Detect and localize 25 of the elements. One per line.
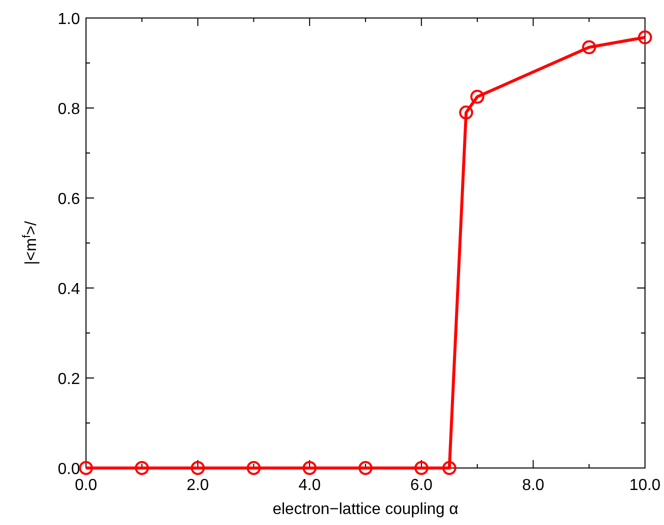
y-tick-label: 0.0 — [58, 461, 80, 478]
x-tick-label: 0.0 — [74, 477, 98, 494]
y-tick-label: 0.6 — [58, 191, 80, 208]
point — [414, 461, 428, 475]
x-tick-label: 6.0 — [410, 477, 433, 494]
x-axis-title: electron−lattice coupling α — [272, 501, 458, 518]
point — [582, 40, 596, 54]
x-tick-label: 10.0 — [629, 477, 661, 494]
point — [302, 461, 317, 475]
x-tick-label: 2.0 — [186, 477, 210, 494]
point — [358, 461, 372, 475]
point — [470, 90, 484, 104]
y-tick-label: 0.8 — [58, 101, 80, 118]
point — [79, 461, 93, 475]
point — [246, 461, 261, 475]
x-tick-label: 8.0 — [522, 477, 544, 494]
point — [638, 30, 652, 44]
point — [134, 461, 149, 475]
point — [442, 461, 456, 475]
y-tick-label: 1.0 — [58, 11, 80, 28]
point — [190, 461, 205, 475]
point — [459, 106, 474, 120]
y-tick-label: 0.4 — [58, 281, 80, 298]
y-tick-label: 0.2 — [58, 371, 80, 388]
x-tick-label: 4.0 — [298, 477, 321, 494]
